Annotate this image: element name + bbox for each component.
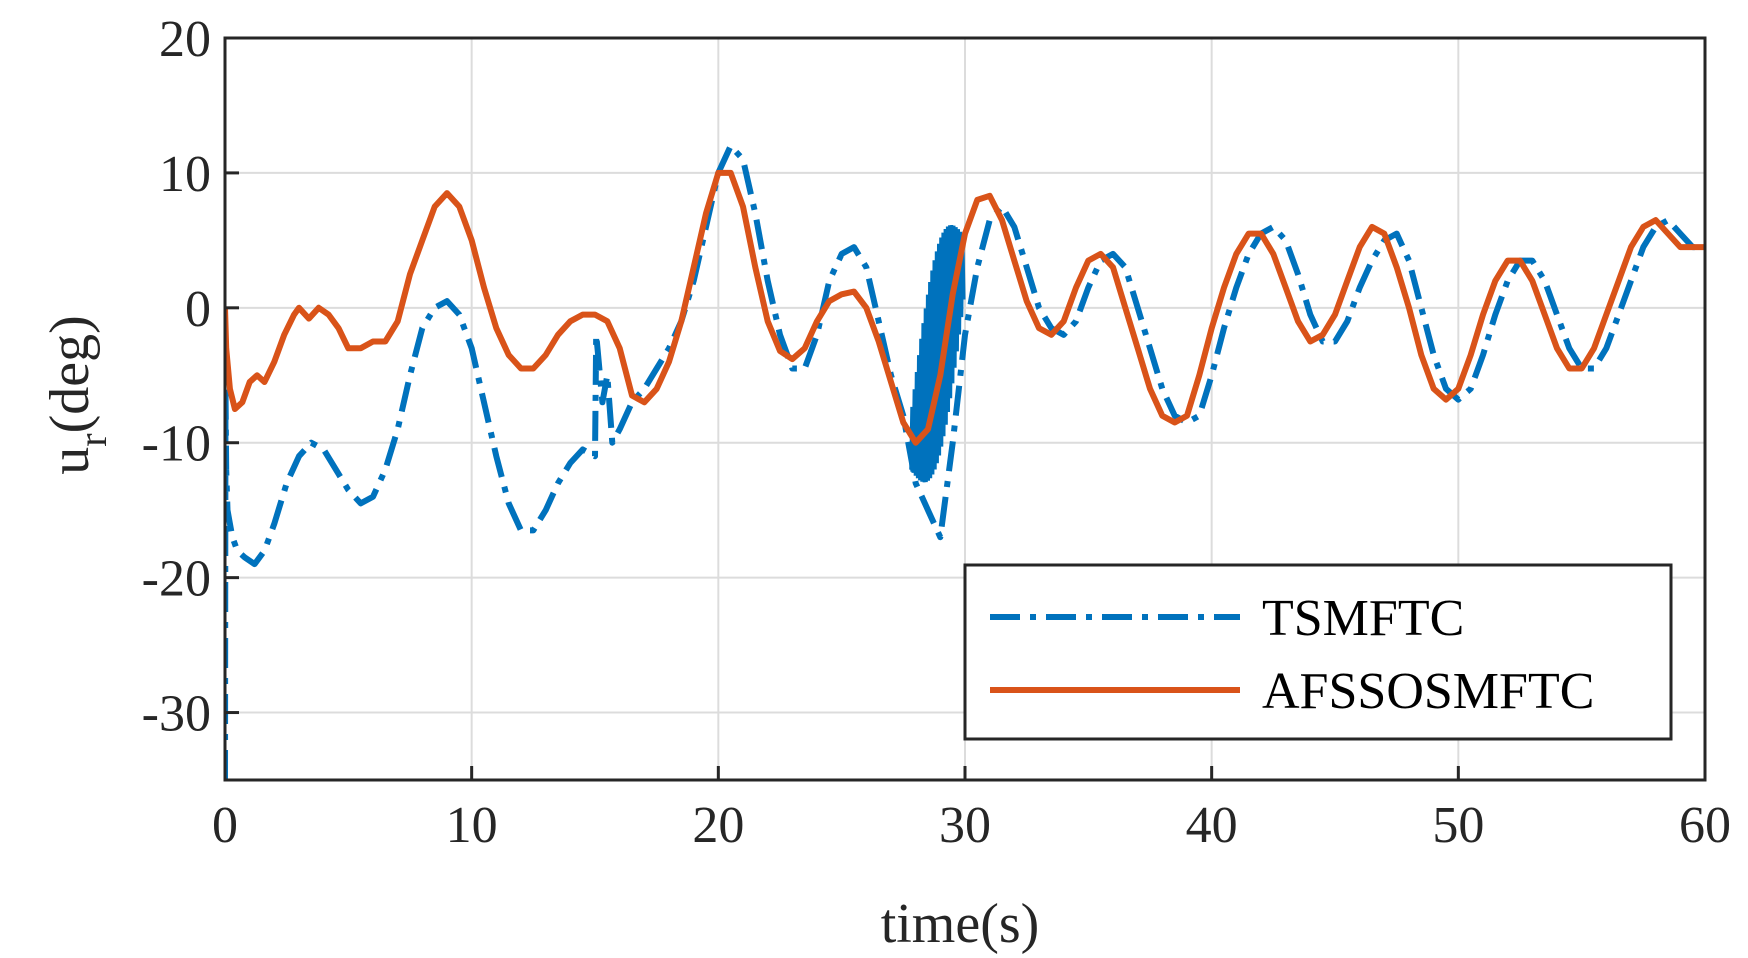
y-tick-label: 10 bbox=[159, 146, 211, 203]
y-axis-label: ur(deg) bbox=[39, 315, 115, 474]
x-tick-label: 60 bbox=[1679, 797, 1731, 854]
x-tick-label: 10 bbox=[446, 797, 498, 854]
y-axis-label-subscript: r bbox=[70, 433, 115, 446]
y-tick-label: -10 bbox=[142, 416, 211, 473]
legend-box bbox=[963, 563, 1673, 741]
series-line-afssosmftc bbox=[225, 169, 1705, 446]
x-tick-label: 20 bbox=[692, 797, 744, 854]
y-axis-ticks: -30 -20 -10 0 10 20 bbox=[142, 11, 239, 743]
series-tsmftc-oscillation bbox=[909, 224, 966, 483]
svg-text:ur(deg): ur(deg) bbox=[39, 315, 115, 474]
x-axis-label: time(s) bbox=[881, 893, 1040, 955]
y-axis-label-unit: (deg) bbox=[39, 315, 101, 433]
y-axis-label-main: u bbox=[39, 447, 101, 475]
y-tick-label: 20 bbox=[159, 11, 211, 68]
x-axis-ticks: 0 10 20 30 40 50 60 bbox=[212, 766, 1731, 854]
x-tick-label: 0 bbox=[212, 797, 238, 854]
legend: TSMFTC AFSSOSMFTC bbox=[963, 563, 1673, 741]
legend-label-afssosmftc: AFSSOSMFTC bbox=[1262, 663, 1594, 720]
x-tick-label: 40 bbox=[1186, 797, 1238, 854]
legend-label-tsmftc: TSMFTC bbox=[1262, 590, 1464, 647]
y-tick-label: -30 bbox=[142, 686, 211, 743]
plot-lines bbox=[225, 142, 1705, 780]
x-tick-label: 50 bbox=[1432, 797, 1484, 854]
y-tick-label: 0 bbox=[185, 281, 211, 338]
x-tick-label: 30 bbox=[939, 797, 991, 854]
y-tick-label: -20 bbox=[142, 551, 211, 608]
